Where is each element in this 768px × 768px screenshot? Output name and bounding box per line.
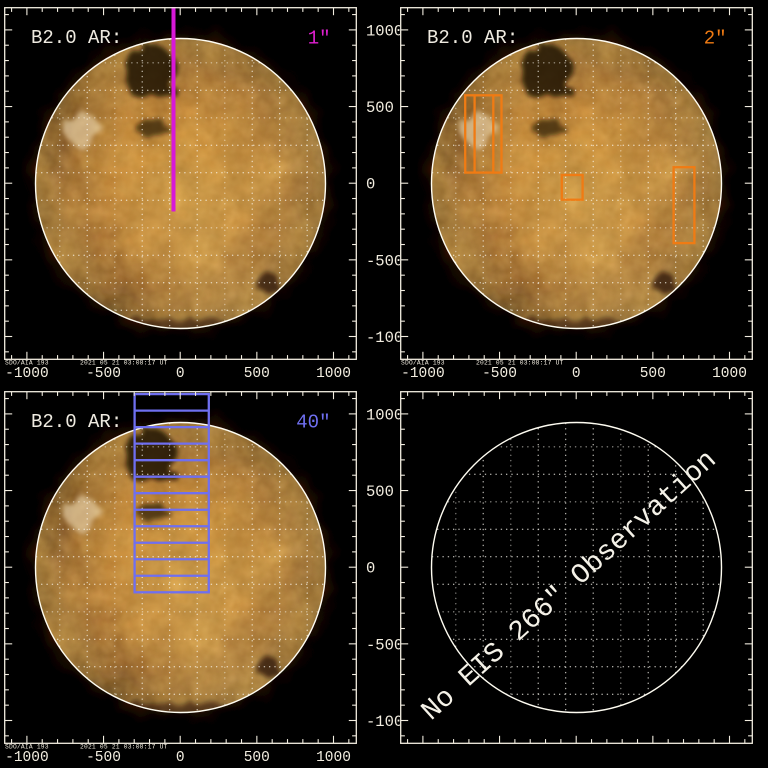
svg-text:2021 05 21 03:08:17 UT: 2021 05 21 03:08:17 UT [80, 360, 168, 367]
svg-text:0: 0 [366, 560, 375, 578]
svg-text:1000: 1000 [316, 750, 351, 766]
svg-text:SDO/AIA 193: SDO/AIA 193 [5, 360, 49, 367]
svg-text:2021 05 21 03:08:17 UT: 2021 05 21 03:08:17 UT [80, 744, 168, 751]
svg-text:0: 0 [176, 750, 185, 766]
svg-text:-1000: -1000 [5, 750, 49, 766]
svg-text:2": 2" [704, 28, 727, 50]
svg-text:2021 05 21 03:08:17 UT: 2021 05 21 03:08:17 UT [476, 360, 564, 367]
svg-text:1": 1" [308, 28, 331, 50]
svg-text:0: 0 [572, 366, 581, 382]
svg-text:0: 0 [366, 176, 375, 194]
svg-text:-500: -500 [366, 636, 403, 654]
svg-text:B2.0 AR:: B2.0 AR: [31, 27, 122, 49]
svg-text:500: 500 [366, 99, 394, 117]
svg-text:-500: -500 [482, 366, 517, 382]
svg-text:500: 500 [244, 366, 270, 382]
svg-text:500: 500 [366, 483, 394, 501]
svg-text:SDO/AIA 193: SDO/AIA 193 [401, 360, 445, 367]
svg-text:B2.0 AR:: B2.0 AR: [31, 411, 122, 433]
svg-text:SDO/AIA 193: SDO/AIA 193 [5, 744, 49, 751]
svg-text:B2.0 AR:: B2.0 AR: [427, 27, 518, 49]
svg-text:1000: 1000 [712, 366, 747, 382]
svg-text:-500: -500 [366, 252, 403, 270]
svg-text:-500: -500 [86, 366, 121, 382]
svg-text:-1000: -1000 [5, 366, 49, 382]
svg-text:0: 0 [176, 366, 185, 382]
svg-text:1000: 1000 [366, 22, 403, 40]
svg-text:1000: 1000 [366, 406, 403, 424]
svg-text:-500: -500 [86, 750, 121, 766]
svg-text:-1000: -1000 [401, 366, 445, 382]
svg-text:1000: 1000 [316, 366, 351, 382]
svg-text:500: 500 [244, 750, 270, 766]
svg-text:500: 500 [640, 366, 666, 382]
svg-text:40": 40" [296, 412, 330, 434]
